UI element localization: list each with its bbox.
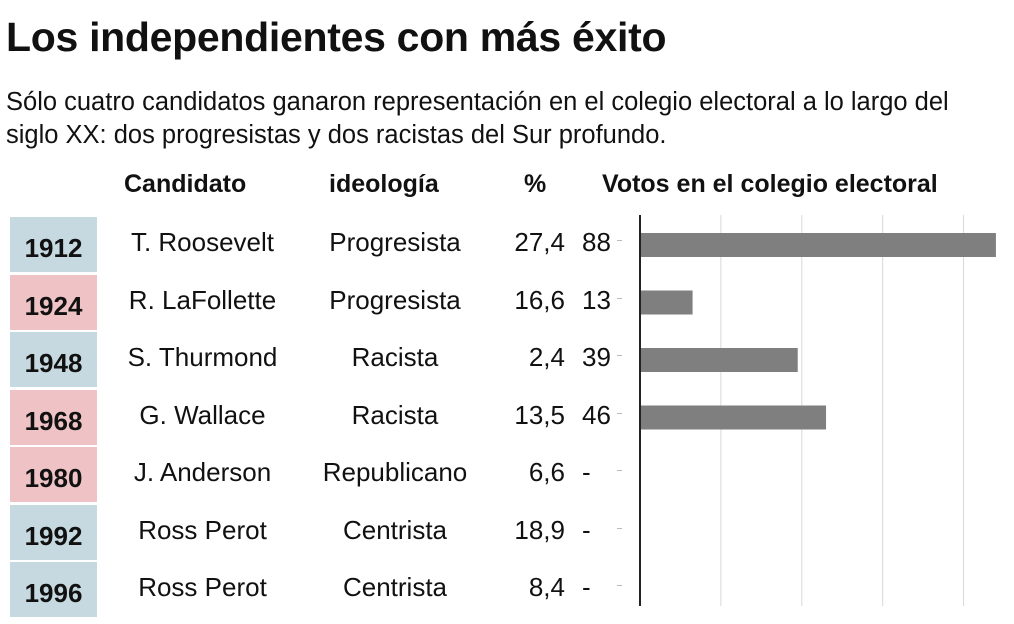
candidate-cell: Ross Perot [138, 572, 267, 602]
row-tick [617, 470, 622, 471]
pct-cell: 18,9 [514, 514, 565, 545]
votes-label: - [582, 514, 591, 545]
table-row: 1924 R. LaFollette Progresista 16,6 13 [0, 274, 1014, 330]
pct-cell: 6,6 [528, 457, 565, 487]
bar-1912 [640, 233, 996, 257]
header-votes: Votos en el colegio electoral [602, 170, 938, 198]
bar-1968 [640, 405, 827, 430]
header-pct: % [524, 170, 547, 198]
table-row: 1996 Ross Perot Centrista 8,4- [0, 562, 1014, 617]
ideology-cell: Republicano [322, 457, 468, 487]
pct-cell: 8,4 [528, 572, 565, 602]
year-cell: 1912 [10, 217, 97, 272]
votes-label: 13 [582, 284, 611, 315]
year-cell: 1992 [10, 504, 97, 560]
bar-1948 [640, 348, 798, 372]
votes-label: - [582, 457, 591, 487]
ideology-cell: Progresista [329, 284, 461, 315]
row-tick [617, 527, 622, 529]
ideology-cell: Centrista [342, 514, 448, 545]
pct-cell: 27,4 [514, 227, 565, 257]
row-tick [617, 240, 622, 241]
year-cell: 1948 [10, 332, 97, 387]
candidate-cell: J. Anderson [133, 457, 272, 487]
pct-cell: 13,5 [514, 399, 565, 430]
year-cell: 1924 [10, 274, 97, 330]
votes-label: - [582, 572, 591, 602]
candidate-cell: T. Roosevelt [130, 227, 275, 257]
ideology-cell: Racista [351, 342, 439, 372]
pct-cell: 2,4 [528, 342, 565, 372]
table-row: 1968 G. Wallace Racista 13,5 46 [0, 389, 1014, 445]
row-tick [617, 355, 622, 356]
year-cell: 1980 [10, 447, 97, 502]
votes-label: 46 [582, 399, 611, 430]
votes-label: 39 [582, 342, 611, 372]
year-cell: 1996 [10, 562, 97, 617]
header-ideology: ideología [329, 170, 439, 198]
ideology-cell: Centrista [342, 572, 448, 602]
candidate-cell: S. Thurmond [127, 342, 278, 372]
table-row: 1980 J. Anderson Republicano 6,6- [0, 447, 1014, 502]
pct-cell: 16,6 [514, 284, 565, 315]
votes-label: 88 [582, 227, 611, 257]
year-cell: 1968 [10, 389, 97, 445]
table-row: 1992 Ross Perot Centrista 18,9- [0, 504, 1014, 560]
row-tick [617, 297, 622, 299]
page-subtitle: Sólo cuatro candidatos ganaron represent… [6, 88, 949, 149]
header-candidate: Candidato [124, 170, 247, 198]
candidate-cell: G. Wallace [139, 399, 266, 430]
candidate-cell: Ross Perot [138, 514, 267, 545]
bar-1924 [640, 290, 693, 315]
table-row: 1948 S. Thurmond Racista 2,4 39 [0, 332, 1014, 387]
ideology-cell: Progresista [329, 227, 461, 257]
table-row: 1912 T. Roosevelt Progresista 27,4 88 [0, 217, 1014, 272]
row-tick [617, 412, 622, 414]
ideology-cell: Racista [351, 399, 439, 430]
candidate-cell: R. LaFollette [128, 284, 277, 315]
page-title: Los independientes con más éxito [6, 14, 667, 60]
row-tick [617, 585, 622, 586]
